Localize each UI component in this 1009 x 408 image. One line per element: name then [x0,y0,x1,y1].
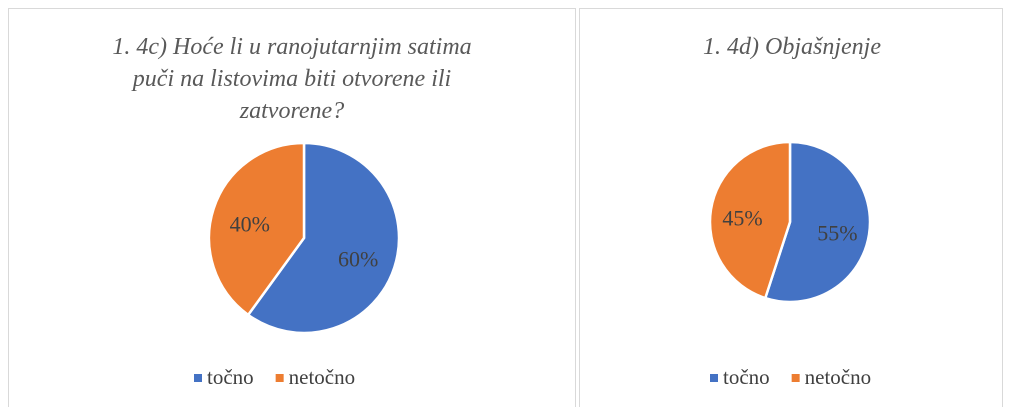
chart-title: 1. 4d) Objašnjenje [703,34,881,60]
legend-label: točno [207,365,254,389]
legend-swatch [275,374,284,382]
chart-panel: 1. 4c) Hoće li u ranojutarnjim satima pu… [8,8,576,407]
data-label: 60% [338,247,378,272]
data-label: 40% [230,211,270,236]
legend-label: točno [723,365,770,389]
chart-title: 1. 4c) Hoće li u ranojutarnjim satima pu… [112,34,472,124]
legend-swatch [710,374,718,382]
legend-swatch [194,374,202,382]
data-label: 55% [817,221,857,246]
pie-slice [207,141,306,317]
pie-slice [708,140,792,300]
data-label: 45% [722,206,762,231]
legend-swatch [791,374,800,382]
pie-slice [763,140,872,304]
chart-panel: 1. 4d) Objašnjenje 55% 45% točno netočno [579,8,1003,407]
chart: 60% 40% točno netočno [194,141,401,389]
legend-label: netočno [805,365,871,389]
pie-slice [246,141,401,335]
legend-label: netočno [289,365,355,389]
chart: 55% 45% točno netočno [708,140,872,389]
